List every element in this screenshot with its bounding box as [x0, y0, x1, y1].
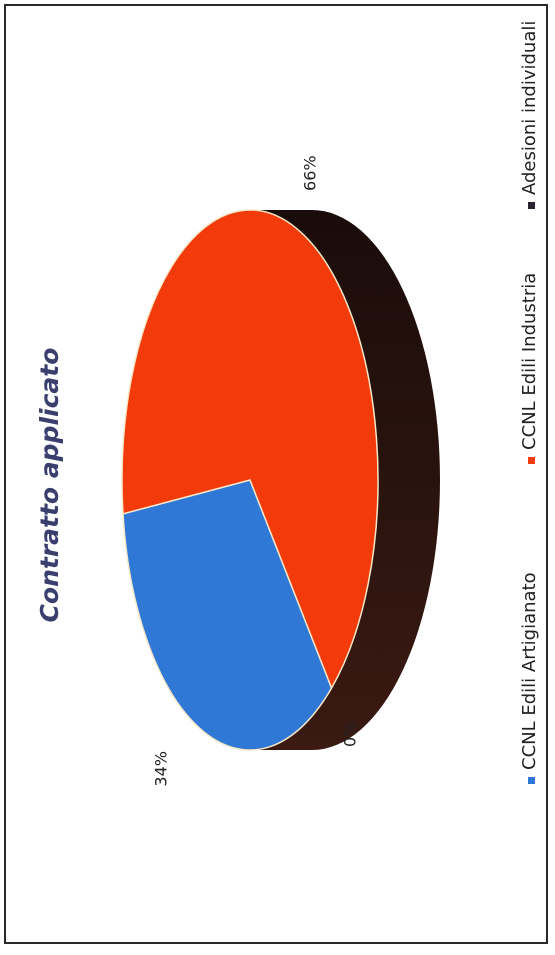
pie-slice-artigianato	[122, 479, 333, 751]
chart-title: Contratto applicato	[35, 348, 64, 623]
pie-depth	[250, 210, 440, 750]
legend-label-industria: CCNL Edili Industria	[519, 273, 540, 450]
data-label-industria: 66%	[301, 155, 320, 191]
data-label-artigianato: 34%	[151, 751, 170, 787]
pie-side	[250, 210, 440, 750]
legend-swatch-artigianato	[528, 777, 535, 784]
data-labels: 34% 66% 0%	[151, 155, 359, 786]
legend-swatch-adesioni	[528, 202, 535, 209]
pie-slices	[121, 209, 379, 751]
pie-slice-industria	[121, 209, 379, 690]
data-label-adesioni: 0%	[340, 722, 359, 747]
legend-label-adesioni: Adesioni individuali	[519, 21, 540, 195]
legend: CCNL Edili Artigianato CCNL Edili Indust…	[519, 21, 540, 784]
legend-label-artigianato: CCNL Edili Artigianato	[519, 572, 540, 770]
legend-swatch-industria	[528, 457, 535, 464]
